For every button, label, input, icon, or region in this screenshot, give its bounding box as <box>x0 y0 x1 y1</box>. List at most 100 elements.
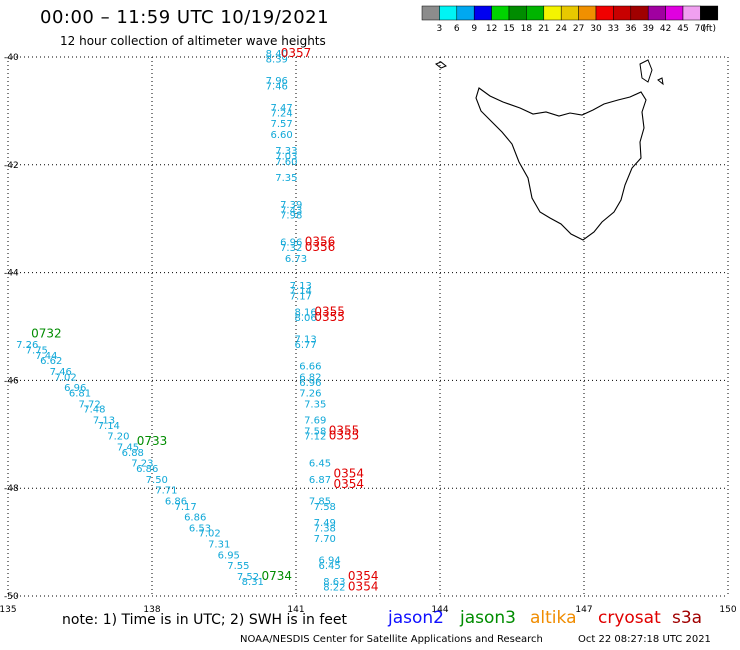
wave-height-label: 6.82 <box>299 372 321 383</box>
wave-height-label: 7.71 <box>155 486 177 497</box>
wave-height-label: 7.44 <box>35 351 57 362</box>
y-tick-label: -46 <box>4 376 19 386</box>
wave-height-label: 7.75 <box>26 345 48 356</box>
colorbar-label: 39 <box>642 24 654 34</box>
x-tick-label: 150 <box>719 605 736 615</box>
satellite-legend-s3a: s3a <box>672 608 703 628</box>
colorbar-label: 18 <box>521 24 533 34</box>
wave-height-label: 6.95 <box>218 550 240 561</box>
wave-height-label: 7.49 <box>314 518 336 529</box>
king-island-coastline <box>435 61 447 69</box>
time-label: 0355 <box>314 310 345 324</box>
wave-height-label: 7.13 <box>93 416 115 427</box>
wave-height-label: 7.33 <box>275 146 297 157</box>
wave-height-label: 6.45 <box>318 561 340 572</box>
colorbar-label: 33 <box>608 24 619 34</box>
time-label: 0355 <box>329 423 360 437</box>
tasmania-coastline <box>475 87 647 241</box>
y-tick-label: -48 <box>4 484 19 494</box>
wave-height-label: 7.39 <box>280 200 302 211</box>
wave-height-label: 7.17 <box>290 292 312 303</box>
wave-height-label: 8.31 <box>242 577 264 588</box>
wave-height-label: 7.35 <box>304 399 326 410</box>
wave-height-label: 7.26 <box>299 389 321 400</box>
x-tick-label: 138 <box>143 605 160 615</box>
wave-height-label: 7.48 <box>83 405 105 416</box>
colorbar-label: 6 <box>454 24 460 34</box>
timestamp-text: Oct 22 08:27:18 UTC 2021 <box>578 634 711 645</box>
colorbar-label: 30 <box>590 24 602 34</box>
y-tick-label: -44 <box>4 269 19 279</box>
wave-height-label: 7.31 <box>208 539 230 550</box>
time-label: 0354 <box>348 580 379 594</box>
x-tick-label: 135 <box>0 605 17 615</box>
time-label: 0734 <box>262 569 293 583</box>
labels-layer: 8.408.397.967.467.477.247.576.607.337.03… <box>16 46 378 594</box>
wave-height-label: 6.96 <box>64 383 86 394</box>
credit-text: NOAA/NESDIS Center for Satellite Applica… <box>240 634 543 645</box>
wave-height-label: 7.03 <box>275 151 297 162</box>
y-tick-label: -50 <box>4 592 19 602</box>
colorbar-unit: (ft) <box>702 24 716 34</box>
chart-subtitle: 12 hour collection of altimeter wave hei… <box>60 34 326 48</box>
wave-height-label: 7.69 <box>304 416 326 427</box>
wave-height-label: 7.12 <box>304 432 326 443</box>
wave-height-label: 7.20 <box>107 432 129 443</box>
wave-height-label: 6.94 <box>318 556 340 567</box>
wave-height-label: 7.32 <box>280 243 302 254</box>
wave-height-label: 6.45 <box>309 459 331 470</box>
time-label: 0355 <box>329 429 360 443</box>
wave-height-label: 7.38 <box>314 523 336 534</box>
colorbar-label: 3 <box>437 24 443 34</box>
satellite-legend-cryosat: cryosat <box>598 608 661 628</box>
wave-height-label: 7.52 <box>237 572 259 583</box>
x-tick-label: 144 <box>431 605 448 615</box>
colorbar-label: 70 <box>695 24 707 34</box>
wave-height-label: 6.77 <box>294 340 316 351</box>
satellite-legend-altika: altika <box>530 608 577 628</box>
wave-height-label: 7.13 <box>290 281 312 292</box>
time-label: 0354 <box>348 569 379 583</box>
wave-height-label: 6.86 <box>136 464 158 475</box>
wave-height-label: 8.63 <box>323 577 345 588</box>
wave-height-label: 6.60 <box>270 130 292 141</box>
satellite-legend-jason2: jason2 <box>388 608 444 628</box>
wave-height-label: 6.96 <box>280 238 302 249</box>
wave-height-label: 7.98 <box>280 211 302 222</box>
colorbar-label: 12 <box>486 24 497 34</box>
wave-height-label: 7.17 <box>174 502 196 513</box>
colorbar-label: 21 <box>538 24 549 34</box>
grid-layer: 135 138 141 144 147 150 -40 -42 -44 -46 -48 -50 <box>0 53 737 615</box>
wave-height-label: 6.73 <box>285 254 307 265</box>
wave-height-label: 8.40 <box>266 49 288 60</box>
colorbar-label: 9 <box>471 24 477 34</box>
wave-height-label: 8.06 <box>294 313 316 324</box>
wave-height-label: 6.81 <box>69 389 91 400</box>
colorbar-label: 27 <box>573 24 584 34</box>
wave-height-label: 6.96 <box>299 378 321 389</box>
colorbar-label: 15 <box>503 24 514 34</box>
wave-height-label: 7.72 <box>78 399 100 410</box>
satellite-legend-jason3: jason3 <box>460 608 516 628</box>
wave-height-label: 8.16 <box>294 308 316 319</box>
x-tick-label: 141 <box>287 605 304 615</box>
wave-height-label: 7.58 <box>314 502 336 513</box>
wave-height-label: 8.39 <box>266 54 288 65</box>
wave-height-label: 7.45 <box>117 442 139 453</box>
wave-height-label: 7.02 <box>54 372 76 383</box>
time-label: 0356 <box>305 240 336 254</box>
wave-height-label: 7.13 <box>294 335 316 346</box>
chart-title: 00:00 – 11:59 UTC 10/19/2021 <box>40 7 330 28</box>
wave-height-label: 7.85 <box>309 496 331 507</box>
colorbar-label: 42 <box>660 24 671 34</box>
wave-height-label: 7.46 <box>50 367 72 378</box>
wave-height-label: 7.60 <box>275 157 297 168</box>
wave-height-label: 7.96 <box>266 76 288 87</box>
wave-height-label: 8.22 <box>323 583 345 594</box>
wave-height-label: 7.24 <box>270 108 292 119</box>
wave-height-label: 7.43 <box>280 205 302 216</box>
colorbar-swatch <box>700 5 719 21</box>
y-tick-label: -40 <box>4 53 19 63</box>
wave-height-label: 7.50 <box>146 475 168 486</box>
